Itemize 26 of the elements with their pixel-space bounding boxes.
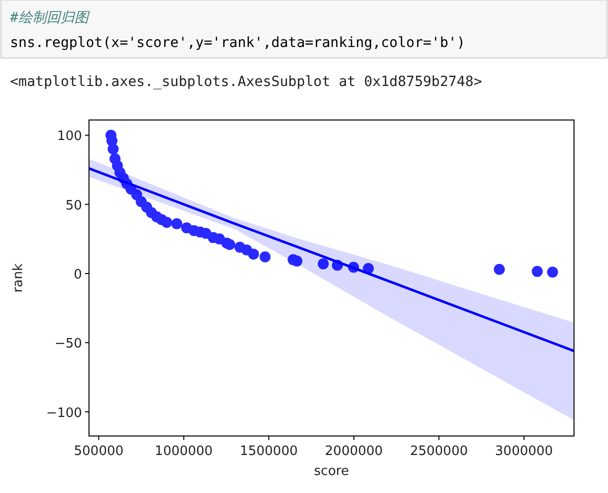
x-tick-label: 3000000 xyxy=(495,444,553,459)
point xyxy=(108,144,119,155)
x-tick-label: 2000000 xyxy=(324,444,383,459)
point xyxy=(248,248,259,260)
y-axis-title: rank xyxy=(11,262,26,293)
point xyxy=(171,218,182,230)
x-tick-label: 2500000 xyxy=(410,444,468,459)
text: sns.regplot(x='score',y='rank',data=ranking,color='b') xyxy=(10,35,466,51)
x-axis-title: score xyxy=(314,464,349,479)
y-tick-label: −100 xyxy=(46,406,82,421)
y-tick-label: 100 xyxy=(57,129,82,144)
x-tick-label: 1500000 xyxy=(240,444,298,459)
text: #绘制回归图 xyxy=(9,10,90,26)
y-tick-label: −50 xyxy=(54,336,82,352)
text: <matplotlib.axes._subplots.AxesSubplot at 0x1d8759b2748> xyxy=(10,74,482,90)
point xyxy=(318,258,329,270)
point xyxy=(547,266,558,278)
line-series xyxy=(89,167,574,352)
y-tick-label: 50 xyxy=(65,198,82,214)
x-tick-label: 500000 xyxy=(74,444,124,459)
point xyxy=(494,264,505,275)
point xyxy=(260,251,271,262)
y-tick-label: 0 xyxy=(74,268,82,283)
point xyxy=(161,216,172,228)
point xyxy=(532,266,543,277)
x-tick-label: 1000000 xyxy=(154,444,213,459)
